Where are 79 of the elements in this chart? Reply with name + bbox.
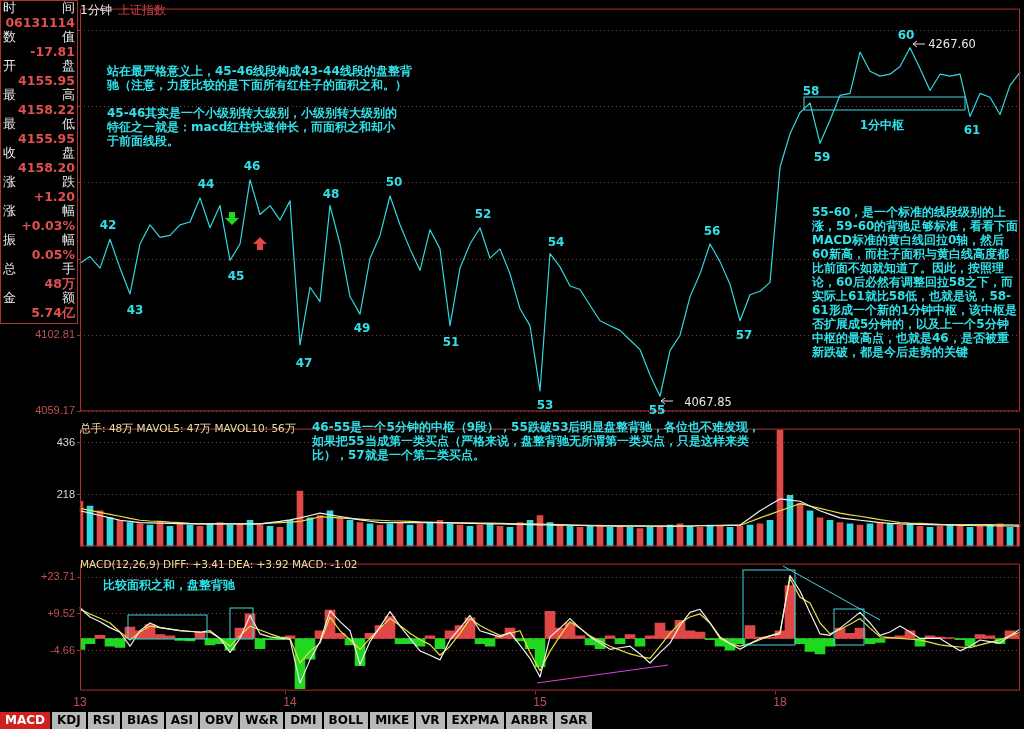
text: BOLL <box>323 712 369 729</box>
annotation: 44 <box>197 176 215 191</box>
x-tick-label: 15 <box>533 695 547 710</box>
text: 4155.95 <box>17 130 76 146</box>
text: -17.81 <box>29 43 76 59</box>
text: MACD <box>0 712 50 729</box>
annotation: 54 <box>547 234 565 249</box>
y-tick-label: 4102.81 <box>35 328 75 341</box>
annotation: 45-46其实是一个小级别转大级别，小级别转大级别的特征之一就是：macd红柱快速伸长，而面积之和却小于前面线段。 <box>107 106 399 148</box>
annotation: 51 <box>442 334 460 349</box>
text: 总手 <box>2 261 76 277</box>
text: 4158.22 <box>17 101 76 117</box>
annotation: 48 <box>322 186 340 201</box>
text: MIKE <box>370 712 415 729</box>
text: 4155.95 <box>17 72 76 88</box>
text: KDJ <box>52 712 86 729</box>
annotation: 52 <box>474 206 492 221</box>
y-tick-label: 436 <box>56 435 75 448</box>
annotation: 61 <box>963 123 981 138</box>
annotation: 47 <box>295 355 313 370</box>
x-tick-label: 13 <box>73 695 87 710</box>
annotation: 45 <box>227 269 245 284</box>
text: 金额 <box>2 290 76 306</box>
x-tick-label: 14 <box>283 695 297 710</box>
text: 时间 <box>2 0 76 16</box>
annotation: 60 <box>897 27 915 42</box>
text: OBV <box>200 712 239 729</box>
annotation: 1分中枢 <box>859 118 905 132</box>
text: 48万 <box>43 275 76 291</box>
chart-subtitle: 上证指数 <box>118 2 166 19</box>
y-tick-label: 218 <box>56 487 75 500</box>
annotation: 59 <box>813 150 831 165</box>
annotation: 42 <box>99 218 117 233</box>
annotation: 58 <box>802 84 820 98</box>
annotation: 50 <box>385 175 403 189</box>
y-tick-label: +9.52 <box>47 606 75 619</box>
annotation: 比较面积之和，盘整背驰 <box>103 578 236 592</box>
annotation: 53 <box>536 397 554 412</box>
annotation: MACD(12,26,9) DIFF: +3.41 DEA: +3.92 MACD: -1.02 <box>80 557 358 571</box>
annotation: 4267.60 <box>928 37 976 51</box>
text: BIAS <box>122 712 164 729</box>
chart-title: 1分钟 <box>80 2 112 19</box>
text: EXPMA <box>446 712 505 729</box>
text: 0.05% <box>30 246 76 262</box>
y-tick-label: -4.66 <box>49 643 75 656</box>
annotation: 46-55是一个5分钟的中枢（9段），55跌破53后明显盘整背驰，各位也不难发现，如果把55当成第一类买点（严格来说，盘整背驰无所谓第一类买点，只是这样来类比），57就是一个第二类买点。 <box>312 420 762 462</box>
text: SAR <box>555 712 593 729</box>
annotation: 55 <box>648 403 666 418</box>
text: 开盘 <box>2 58 76 74</box>
text: VR <box>416 712 445 729</box>
text: 涨跌 <box>2 174 76 190</box>
x-tick-label: 18 <box>773 695 787 710</box>
annotation: 43 <box>126 302 144 317</box>
text: ASI <box>165 712 199 729</box>
text: 数值 <box>2 29 76 45</box>
text: DMI <box>285 712 322 729</box>
text: 06131114 <box>4 14 76 30</box>
text: +0.03% <box>20 217 76 233</box>
text: +1.20 <box>32 188 76 204</box>
y-tick-label: +23.71 <box>41 570 75 583</box>
text: 涨幅 <box>2 203 76 219</box>
text: 5.74亿 <box>30 304 76 320</box>
text: W&R <box>240 712 284 729</box>
text: RSI <box>87 712 121 729</box>
text: 振幅 <box>2 232 76 248</box>
annotation: 57 <box>735 327 753 342</box>
text: ARBR <box>506 712 554 729</box>
annotation: 总手: 48万 MAVOL5: 47万 MAVOL10: 56万 <box>80 421 296 435</box>
text: 收盘 <box>2 145 76 161</box>
text: 55-60，是一个标准的线段级别的上涨，59-60的背驰足够标准，看看下面MACD标准的黄白线回拉0轴，然后60新高，而柱子面积与黄白线高度都比前面不如就知道了。因此，按照理论，60后必然有调整回拉58之下，而实际上61就比58低，也就是说，58-61形成一个新的1分钟中枢，该中枢是否扩展成5分钟的，以及上一个5分钟中枢的最高点，也就是46，是否被重新跌破，都是今后走势的关键 <box>812 205 1019 359</box>
annotation: 4067.85 <box>684 395 732 409</box>
text: 最高 <box>2 87 76 103</box>
y-tick-label: 4059.17 <box>35 404 75 417</box>
annotation: 49 <box>353 321 371 336</box>
text: 最低 <box>2 116 76 132</box>
annotation: 站在最严格意义上，45-46线段构成43-44线段的盘整背驰（注意，力度比较的是下面所有红柱子的面积之和。） <box>107 64 413 92</box>
text: 4158.20 <box>17 159 76 175</box>
annotation: 46 <box>243 158 261 173</box>
annotation: 56 <box>703 224 721 238</box>
